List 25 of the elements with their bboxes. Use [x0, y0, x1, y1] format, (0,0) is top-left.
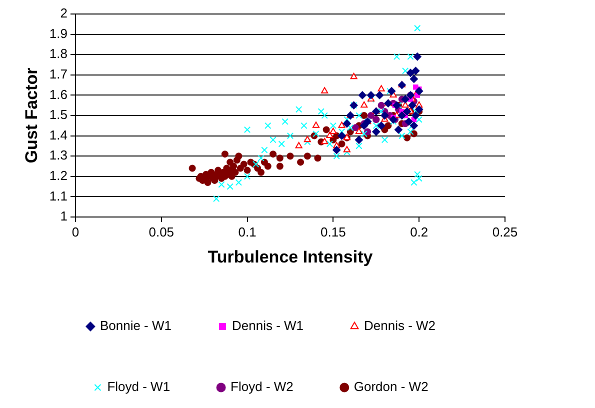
y-tick-label: 1.6 [49, 86, 68, 102]
y-tick-label: 2 [60, 6, 68, 21]
y-tick-label: 1.4 [49, 127, 68, 142]
legend-label: Floyd - W2 [230, 379, 294, 394]
x-tick-label: 0.15 [320, 224, 346, 240]
y-tick-label: 1.1 [49, 188, 68, 204]
y-axis-title: Gust Factor [22, 67, 41, 164]
legend-label: Gordon - W2 [354, 379, 428, 394]
x-tick-label: 0.25 [492, 224, 518, 240]
x-tick-label: 0.05 [148, 224, 174, 240]
y-tick-label: 1.5 [49, 107, 68, 122]
y-tick-label: 1 [60, 208, 68, 224]
legend-label: Bonnie - W1 [100, 318, 172, 334]
y-tick-label: 1.7 [49, 66, 68, 82]
legend-label: Dennis - W2 [364, 318, 436, 334]
y-tick-label: 1.9 [49, 26, 68, 41]
x-tick-label: 0.2 [410, 224, 428, 240]
y-tick-label: 1.2 [49, 168, 68, 183]
y-tick-label: 1.8 [49, 46, 68, 62]
x-axis-title: Turbulence Intensity [208, 247, 374, 266]
legend-label: Dennis - W1 [232, 318, 304, 334]
x-tick-label: 0.1 [238, 224, 256, 240]
y-tick-label: 1.3 [49, 148, 68, 163]
legend-label: Floyd - W1 [107, 379, 170, 394]
x-tick-label: 0 [72, 224, 80, 240]
